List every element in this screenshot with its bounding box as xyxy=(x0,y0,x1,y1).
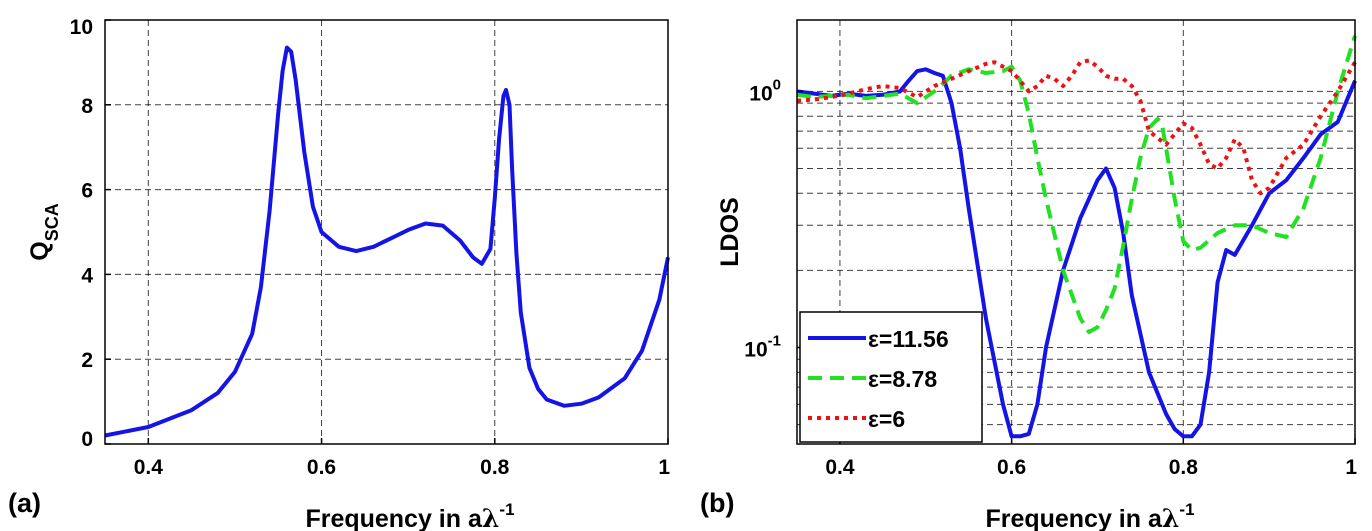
axes-frame xyxy=(104,19,669,445)
x-axis-label-text: Frequency in a xyxy=(305,505,483,531)
x-axis-label-exponent: -1 xyxy=(499,500,514,519)
x-tick-label: 0.6 xyxy=(997,456,1026,479)
y-tick-label: 100 xyxy=(749,76,781,105)
y-tick-base: 10 xyxy=(749,82,772,105)
x-axis-label: Frequency in aλ-1 xyxy=(305,500,514,531)
series-line-1 xyxy=(104,45,670,438)
x-tick-label: 0.8 xyxy=(1169,456,1199,479)
x-axis-label-text: Frequency in a xyxy=(985,505,1163,531)
legend-label-1: ε=11.56 xyxy=(868,326,949,352)
y-axis-label: QSCA xyxy=(26,203,62,260)
legend-label-3: ε=6 xyxy=(868,406,905,432)
x-axis-label-lambda: λ xyxy=(482,504,500,531)
series-line-1 xyxy=(796,67,1357,439)
legend-label-2: ε=8.78 xyxy=(868,366,937,392)
x-axis-label-lambda: λ xyxy=(1162,504,1180,531)
panel-label: (a) xyxy=(8,488,41,518)
y-tick-label: 6 xyxy=(81,180,93,203)
y-tick-label: 10 xyxy=(70,16,93,39)
x-tick-label: 0.6 xyxy=(307,456,336,479)
x-tick-label: 0.8 xyxy=(480,456,510,479)
x-tick-label: 0.4 xyxy=(825,456,855,479)
series-line-3 xyxy=(796,58,1357,196)
legend: ε=11.56 ε=8.78 ε=6 xyxy=(799,311,983,443)
y-axis-label: LDOS xyxy=(716,197,744,266)
x-tick-label: 1 xyxy=(658,456,670,479)
series-line-2 xyxy=(796,35,1357,334)
y-axis-label-subscript: SCA xyxy=(42,203,62,241)
y-tick-label: 2 xyxy=(81,349,93,372)
y-tick-label: 10-1 xyxy=(744,333,781,362)
x-tick-label: 0.4 xyxy=(134,456,164,479)
y-axis-label-text: Q xyxy=(26,241,54,260)
x-axis-label: Frequency in aλ-1 xyxy=(985,500,1194,531)
x-axis-label-exponent: -1 xyxy=(1179,500,1194,519)
y-tick-exponent: 0 xyxy=(773,76,781,93)
axes-frame xyxy=(796,19,1356,445)
y-axis-label-text: LDOS xyxy=(716,197,744,266)
y-tick-label: 0 xyxy=(81,428,93,451)
y-tick-label: 8 xyxy=(81,95,93,118)
panel-label: (b) xyxy=(700,488,734,518)
x-tick-label: 1 xyxy=(1345,456,1357,479)
y-tick-exponent: -1 xyxy=(768,333,781,350)
y-tick-label: 4 xyxy=(81,264,93,287)
y-tick-base: 10 xyxy=(744,339,767,362)
